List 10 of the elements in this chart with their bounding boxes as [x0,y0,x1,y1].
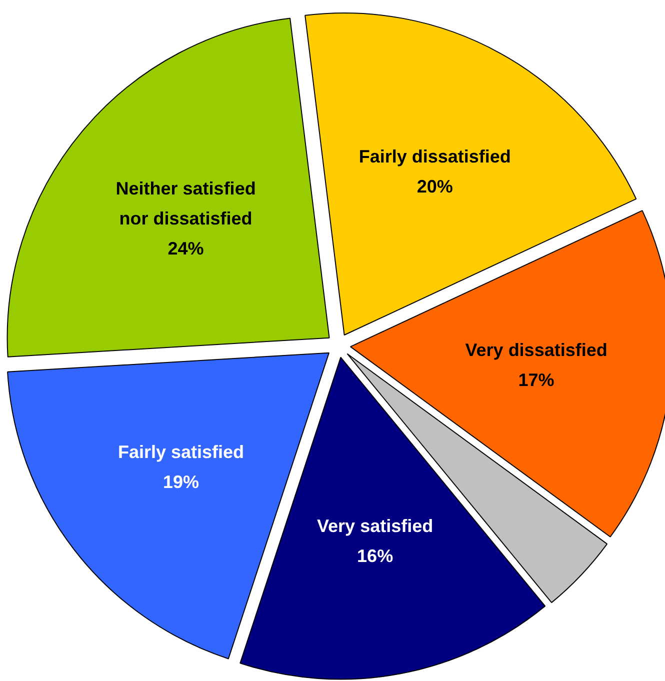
slice-label: Very satisfied [317,516,434,536]
data-label: 17% [518,370,554,390]
data-label: 24% [168,238,204,258]
data-label: 16% [357,546,394,566]
slice-label: Very dissatisfied [465,340,608,360]
slice-label: Fairly dissatisfied [358,146,511,167]
slice-label: Neither satisfied nor dissatisfied [116,178,256,228]
data-label: 19% [163,472,200,492]
data-label: 20% [416,176,453,197]
slice-label: Fairly satisfied [118,442,244,462]
